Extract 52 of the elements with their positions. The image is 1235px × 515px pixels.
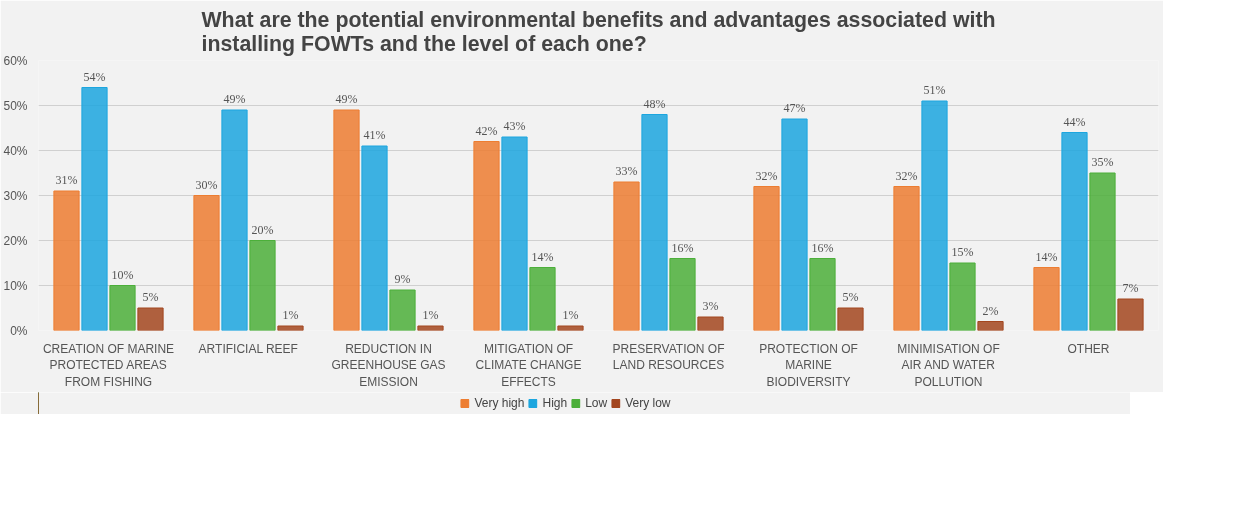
legend-label: Very high [474,396,525,410]
y-tick-label: 10% [3,278,28,293]
data-label: 49% [223,92,246,106]
x-tick-label: CREATION OF MARINE PROTECTED AREAS FROM FISHING [42,341,175,390]
data-label: 35% [1091,155,1114,169]
data-label: 30% [195,177,218,192]
y-tick-label: 40% [3,143,28,158]
x-tick-label: ARTIFICIAL REEF [198,341,298,356]
y-tick-label: 60% [3,53,28,68]
data-label: 2% [982,303,999,318]
data-label: 32% [755,168,778,183]
data-label: 31% [55,173,78,187]
x-tick-label: REDUCTION IN GREENHOUSE GAS EMISSION [331,341,446,390]
data-label: 54% [83,69,106,84]
data-label: 49% [335,92,358,106]
chart-title: What are the potential environmental benefits and advantages associated with installing FOWTs and the level of each one? [201,7,996,56]
data-label: 7% [1122,281,1139,295]
data-label: 42% [475,123,498,138]
x-tick-label: PRESERVATION OF LAND RESOURCES [612,341,725,373]
data-label: 20% [251,222,274,237]
x-tick-label: MINIMISATION OF AIR AND WATER POLLUTION [897,341,1000,390]
legend-label: High [542,396,568,410]
data-label: 51% [923,83,946,97]
data-label: 16% [811,240,834,255]
data-label: 1% [282,308,299,322]
x-tick-label: OTHER [1067,341,1110,356]
data-label: 48% [643,96,666,111]
y-tick-label: 20% [3,233,28,248]
data-label: 16% [671,240,694,255]
data-label: 41% [363,128,386,142]
y-tick-label: 0% [10,323,28,338]
data-label: 44% [1063,114,1086,129]
y-tick-label: 50% [3,98,28,113]
data-label: 32% [895,168,918,183]
data-label: 1% [422,308,439,322]
x-tick-label: PROTECTION OF MARINE BIODIVERSITY [759,341,858,390]
data-label: 14% [1035,249,1058,264]
data-label: 15% [951,245,974,259]
legend-label: Very low [625,396,671,410]
data-label: 5% [142,290,159,304]
data-label: 3% [702,299,719,313]
data-label: 9% [394,272,411,286]
data-label: 33% [615,164,638,178]
data-label: 43% [503,119,526,133]
y-tick-label: 30% [3,188,28,203]
data-label: 47% [783,101,806,115]
data-label: 10% [111,267,134,282]
legend-label: Low [585,396,608,410]
data-label: 14% [531,249,554,264]
x-tick-label: MITIGATION OF CLIMATE CHANGE EFFECTS [475,341,582,390]
data-label: 1% [562,308,579,322]
data-label: 5% [842,290,859,304]
